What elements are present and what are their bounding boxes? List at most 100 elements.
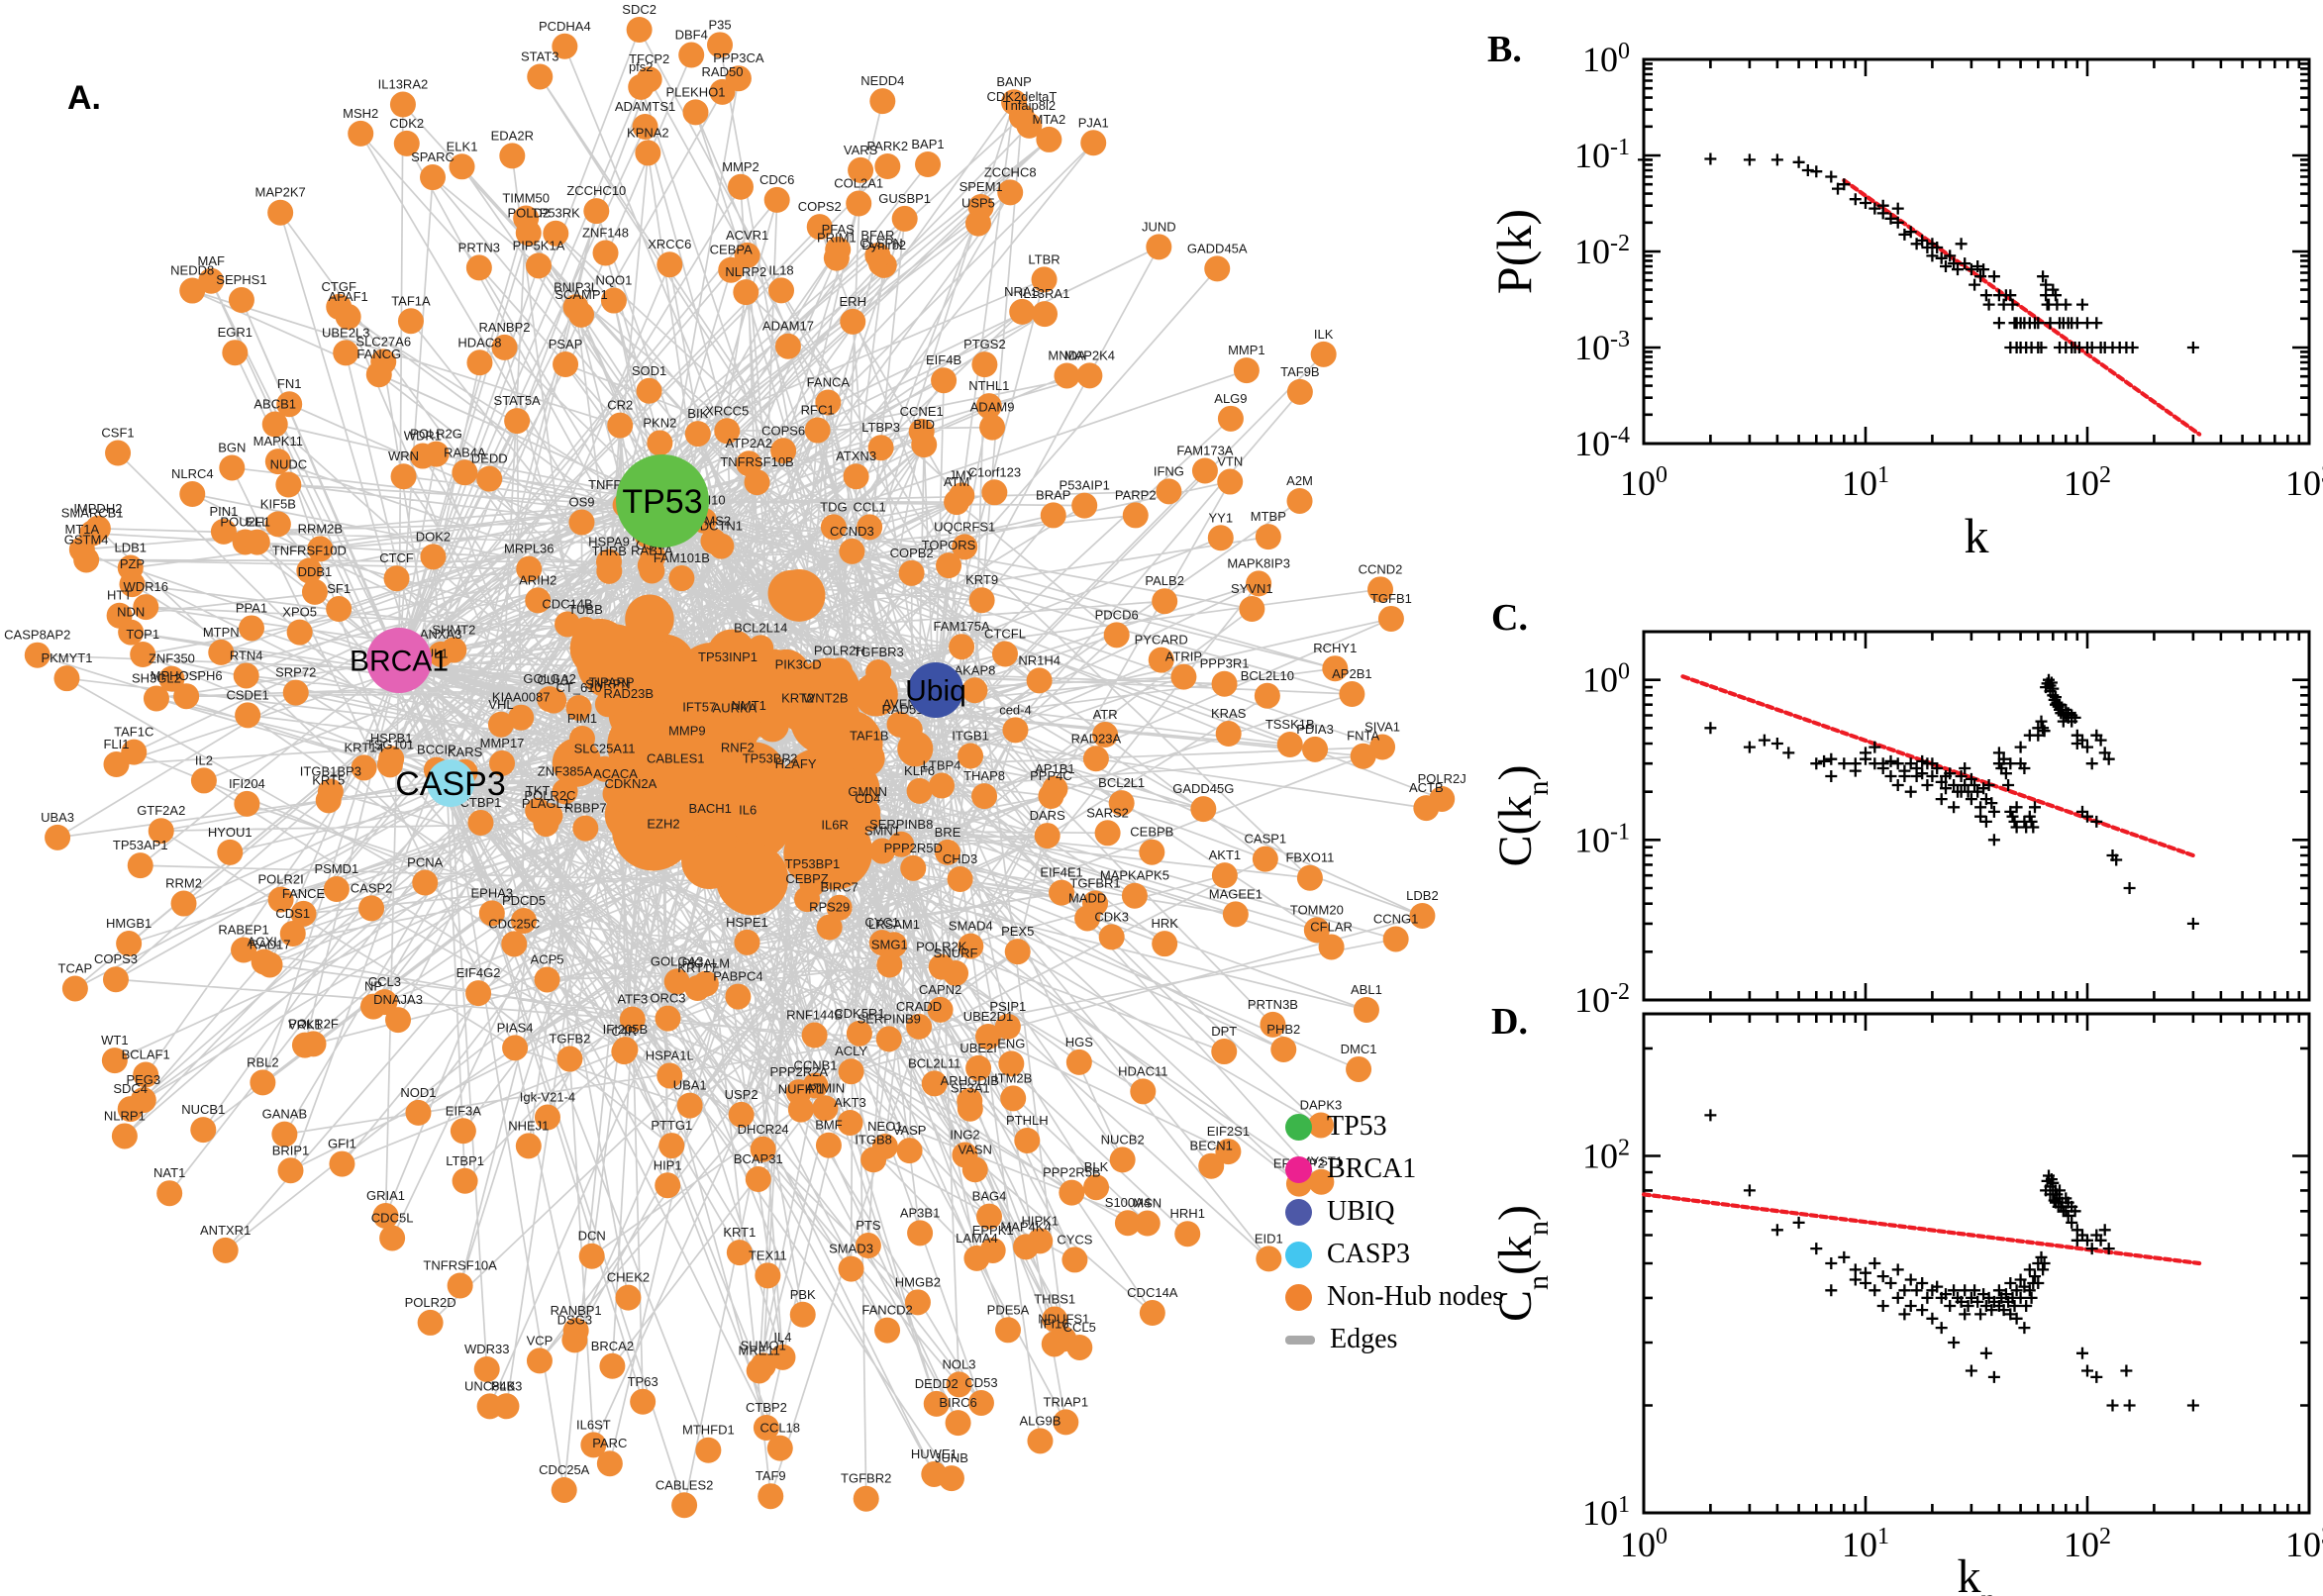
svg-text:CR2: CR2 [607,398,633,413]
svg-text:MAPK8IP3: MAPK8IP3 [1227,555,1290,570]
svg-text:WDR1: WDR1 [404,429,442,444]
svg-text:FAM175A: FAM175A [934,619,990,634]
fit-line [1641,1192,2202,1266]
svg-text:CCL1: CCL1 [854,499,886,514]
svg-text:PHB2: PHB2 [1266,1022,1300,1037]
svg-text:TP53AP1: TP53AP1 [113,838,168,852]
svg-text:BCLAF1: BCLAF1 [122,1047,170,1062]
svg-text:CTCFL: CTCFL [984,627,1026,642]
svg-text:VCP: VCP [527,1333,554,1347]
svg-text:PSAP: PSAP [549,337,583,351]
svg-text:PDE5A: PDE5A [987,1302,1030,1317]
svg-text:MTPN: MTPN [203,625,240,640]
svg-text:DBF4: DBF4 [675,28,708,43]
svg-text:RAD23B: RAD23B [603,686,654,701]
svg-text:S100A4: S100A4 [1105,1195,1151,1210]
svg-text:RNF144B: RNF144B [786,1008,843,1023]
svg-text:MAGEE1: MAGEE1 [1209,886,1262,901]
svg-text:PSMD1: PSMD1 [314,861,358,876]
svg-text:LTBP4: LTBP4 [923,758,961,773]
svg-text:PKN2: PKN2 [643,415,676,430]
svg-text:CCL5: CCL5 [1063,1320,1096,1335]
neighborhood-connectivity-chart: 100101102103102101knCn(kn) [1489,1012,2323,1596]
svg-text:MAF: MAF [198,253,226,268]
svg-text:NP: NP [364,979,382,994]
svg-text:SERPINB8: SERPINB8 [869,817,933,832]
plot-frame [1642,1012,2311,1515]
svg-text:CAPN2: CAPN2 [919,982,961,997]
svg-text:ZNF385A: ZNF385A [538,763,593,778]
svg-text:BCL2L10: BCL2L10 [1241,668,1294,683]
svg-text:ATMIN: ATMIN [806,1080,845,1095]
svg-text:RAD17: RAD17 [250,937,291,951]
svg-text:TAF1A: TAF1A [391,293,431,308]
svg-text:PDIA3: PDIA3 [1296,722,1334,737]
data-points [1704,673,2199,930]
svg-text:CDC25A: CDC25A [539,1462,590,1477]
svg-text:SUMO1: SUMO1 [741,1338,786,1352]
svg-text:TIMM50: TIMM50 [502,191,550,206]
svg-text:TNFRSF10A: TNFRSF10A [423,1258,497,1273]
svg-text:PALB2: PALB2 [1145,573,1184,588]
svg-text:CCL18: CCL18 [760,1421,800,1436]
svg-text:10-2: 10-2 [1574,979,1630,1020]
svg-text:HRH1: HRH1 [1170,1206,1205,1221]
svg-text:RRM2B: RRM2B [298,521,344,536]
svg-text:BRCA2: BRCA2 [591,1339,634,1353]
svg-text:MAP2K4: MAP2K4 [1064,348,1115,362]
svg-text:TOP1: TOP1 [126,627,159,642]
svg-text:SLC27A6: SLC27A6 [355,334,411,349]
svg-text:MAP2K7: MAP2K7 [254,185,305,200]
legend-label: UBIQ [1327,1196,1395,1227]
svg-text:ANTXR1: ANTXR1 [200,1223,251,1238]
svg-text:CRADD: CRADD [896,999,942,1014]
svg-text:TP53RK: TP53RK [532,206,580,221]
svg-text:EDA2R: EDA2R [491,128,534,143]
edge-line-icon [1285,1335,1315,1345]
svg-text:PRIM1: PRIM1 [817,231,857,246]
svg-text:PPP4C: PPP4C [1030,768,1072,783]
svg-text:HIPK1: HIPK1 [1021,1213,1059,1228]
svg-text:PPP2R2A: PPP2R2A [770,1064,829,1079]
svg-text:RTN4: RTN4 [230,648,263,662]
svg-text:TNFRSF10B: TNFRSF10B [720,454,793,469]
svg-text:EPPK1: EPPK1 [972,1223,1014,1238]
svg-text:ITGB8: ITGB8 [855,1132,892,1147]
svg-text:HIP1: HIP1 [654,1157,682,1172]
svg-text:MRE11: MRE11 [739,1343,780,1357]
svg-text:EIF4B: EIF4B [926,352,961,367]
legend-label: Non-Hub nodes [1327,1281,1504,1312]
svg-text:UBA1: UBA1 [673,1078,707,1093]
svg-text:CCND2: CCND2 [1359,561,1403,576]
svg-text:100: 100 [1620,462,1667,503]
svg-text:NR1H4: NR1H4 [1018,652,1060,667]
svg-text:AKAP8: AKAP8 [954,662,995,677]
svg-text:KRT1: KRT1 [723,1225,756,1240]
svg-text:FNTA: FNTA [1347,729,1379,744]
svg-text:TRIAP1: TRIAP1 [1044,1394,1089,1409]
legend-label: CASP3 [1327,1239,1411,1269]
svg-text:RCHY1: RCHY1 [1313,641,1357,655]
svg-text:XRCC5: XRCC5 [705,403,749,418]
svg-text:PEX5: PEX5 [1001,924,1034,939]
svg-text:KRT5: KRT5 [312,772,345,787]
hub-TP53 [616,454,709,548]
svg-text:WT1: WT1 [101,1033,128,1047]
legend-item-edges: Edges [1285,1324,1503,1355]
svg-text:CCNB1: CCNB1 [793,1057,837,1072]
svg-text:ATF3: ATF3 [617,992,648,1007]
svg-text:GOLGA2: GOLGA2 [523,671,575,686]
svg-text:BIK: BIK [687,406,708,421]
svg-text:IL6: IL6 [739,803,757,818]
svg-text:LAMA4: LAMA4 [956,1231,998,1246]
svg-text:CUL1: CUL1 [538,673,570,688]
svg-text:DEDD2: DEDD2 [915,1376,959,1391]
svg-text:TOPORS: TOPORS [922,538,976,552]
svg-text:CTGF: CTGF [322,279,356,294]
svg-text:COPS2: COPS2 [798,199,842,214]
nonhub-dot-icon [1285,1283,1312,1311]
svg-text:SERPINB9: SERPINB9 [858,1011,921,1026]
svg-text:NDUFS1: NDUFS1 [1038,1311,1089,1326]
svg-text:SH3GL2: SH3GL2 [132,671,181,686]
svg-text:SDC4: SDC4 [113,1081,148,1096]
